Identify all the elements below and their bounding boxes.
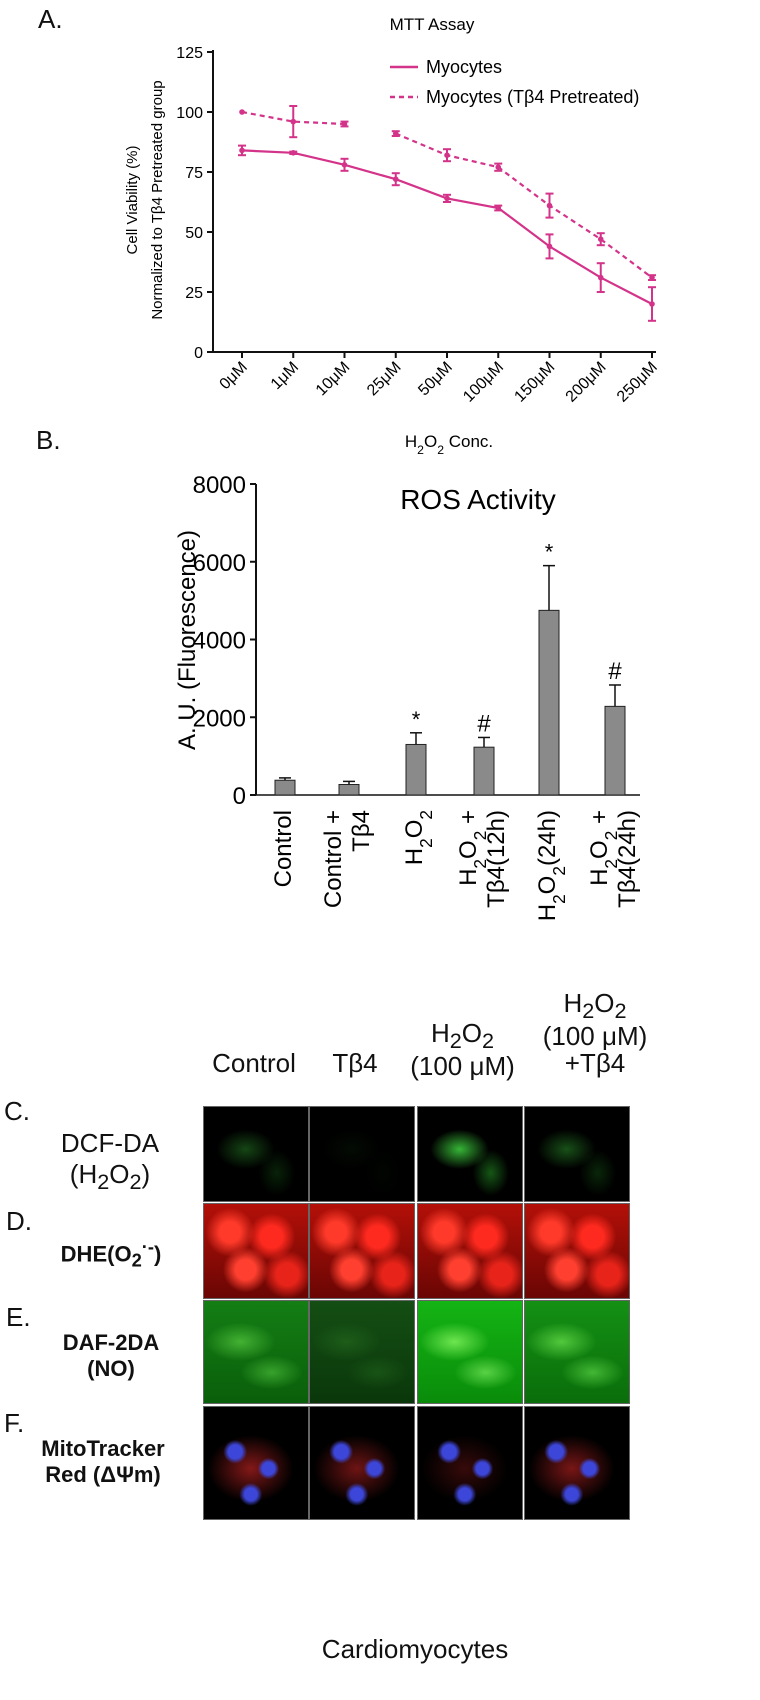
ros-activity-bar-chart: 0 2000 4000 6000 8000 ROS Activity A. U. (Fluo…	[174, 472, 641, 921]
x-tick-label: Tβ4	[348, 810, 375, 852]
micrograph-green-diffuse-3	[417, 1300, 523, 1404]
bar	[274, 779, 296, 796]
bar	[538, 609, 560, 796]
y-tick-label: 100	[176, 105, 203, 122]
panel-letter-d: D.	[6, 1206, 32, 1236]
data-point	[444, 152, 450, 158]
micrograph-green-diffuse-2	[309, 1300, 415, 1404]
data-point	[597, 274, 604, 281]
micrograph-green-diffuse-4	[524, 1300, 630, 1404]
significance-mark: #	[608, 658, 622, 685]
bar	[338, 784, 360, 796]
micrograph-green-sparse-4	[524, 1106, 630, 1202]
x-tick-label: H2O2(24h)	[534, 810, 569, 921]
significance-mark: *	[412, 707, 421, 732]
y-tick-label: 125	[176, 45, 203, 62]
legend-label-myocytes: Myocytes	[426, 57, 502, 77]
micrograph-red-mito-blue-nuclei-1	[203, 1406, 309, 1520]
column-label-h2o2-tb4: H2O2 (100 μM) +Tβ4	[542, 988, 648, 1079]
panel-letter-f: F.	[4, 1408, 25, 1438]
panel-letter-c: C.	[4, 1096, 30, 1126]
series-line	[395, 132, 653, 279]
column-label-h2o2: H2O2 (100 μM)	[410, 1018, 515, 1081]
bar	[473, 746, 495, 796]
micrograph-green-sparse-2	[309, 1106, 415, 1202]
data-point	[495, 164, 502, 170]
micrograph-red-mito-blue-nuclei-3	[417, 1406, 523, 1520]
data-point	[649, 301, 655, 307]
x-tick-label: Tβ4(12h)	[483, 810, 510, 908]
micrograph-green-sparse-1	[203, 1106, 309, 1202]
data-point	[392, 130, 399, 137]
data-point	[290, 150, 297, 156]
micrograph-green-sparse-3	[417, 1106, 523, 1202]
data-point	[495, 205, 502, 211]
micrograph-red-nuclear-4	[524, 1203, 630, 1299]
data-point	[341, 162, 348, 168]
series-myocytes	[238, 144, 656, 322]
y-tick-label: 0	[233, 783, 246, 810]
data-point	[239, 147, 245, 154]
micrograph-red-nuclear-1	[203, 1203, 309, 1299]
data-point	[341, 121, 348, 127]
panel-letter-e: E.	[6, 1302, 31, 1332]
figure-footer-cardiomyocytes: Cardiomyocytes	[321, 1634, 509, 1664]
y-axis-label-line2: Normalized to Tβ4 Pretreated group	[149, 80, 166, 319]
row-label-daf-2da: DAF-2DA (NO)	[62, 1330, 160, 1382]
bar	[405, 743, 427, 796]
data-point	[597, 236, 604, 242]
y-tick-label: 6000	[193, 550, 246, 577]
panel-letter-a: A.	[38, 4, 63, 34]
x-tick-label: H2O2	[401, 810, 436, 865]
column-label-control: Control	[212, 1048, 296, 1078]
y-tick-label: 8000	[193, 472, 246, 499]
y-tick-label: 4000	[193, 628, 246, 655]
x-tick-label: Control	[270, 810, 297, 887]
micrograph-red-nuclear-3	[417, 1203, 523, 1299]
y-axis-label-line1: Cell Viability (%)	[124, 146, 141, 255]
data-point	[392, 176, 399, 182]
y-tick-label: 0	[194, 345, 203, 362]
y-tick-label: 50	[185, 225, 203, 242]
row-label-dhe: DHE(O2·-)	[60, 1236, 162, 1271]
significance-mark: *	[545, 540, 554, 565]
y-tick-label: 75	[185, 165, 203, 182]
panel-letter-b: B.	[36, 425, 61, 455]
data-point	[649, 274, 655, 281]
micrograph-green-diffuse-1	[203, 1300, 309, 1404]
column-label-tb4: Tβ4	[332, 1048, 378, 1078]
data-point	[546, 202, 553, 209]
data-point	[239, 109, 245, 115]
y-tick-label: 25	[185, 285, 203, 302]
micrograph-red-nuclear-2	[309, 1203, 415, 1299]
x-tick-label: H2O2 +	[455, 810, 490, 886]
series-myocytes-tb4-pretreated	[239, 105, 656, 281]
micrograph-red-mito-blue-nuclei-4	[524, 1406, 630, 1520]
row-label-dcf-da: DCF-DA (H2O2)	[60, 1128, 160, 1195]
y-axis-label: A. U. (Fluorescence)	[174, 530, 201, 750]
bar	[604, 705, 626, 796]
significance-mark: #	[477, 710, 491, 737]
chart-title: ROS Activity	[400, 484, 556, 515]
row-label-mitotracker: MitoTracker Red (ΔΨm)	[41, 1436, 165, 1488]
micrograph-red-mito-blue-nuclei-2	[309, 1406, 415, 1520]
data-point	[444, 195, 450, 202]
x-tick-label: H2O2 +	[586, 810, 621, 886]
x-tick-label: Control +	[320, 810, 347, 908]
y-tick-label: 2000	[193, 705, 246, 732]
chart-title: MTT Assay	[390, 15, 475, 34]
data-point	[546, 243, 553, 250]
legend-label-pretreated: Myocytes (Tβ4 Pretreated)	[426, 87, 639, 107]
x-tick-label: Tβ4(24h)	[614, 810, 641, 908]
x-axis-label: H2O2 Conc.	[405, 432, 493, 457]
data-point	[290, 118, 297, 125]
